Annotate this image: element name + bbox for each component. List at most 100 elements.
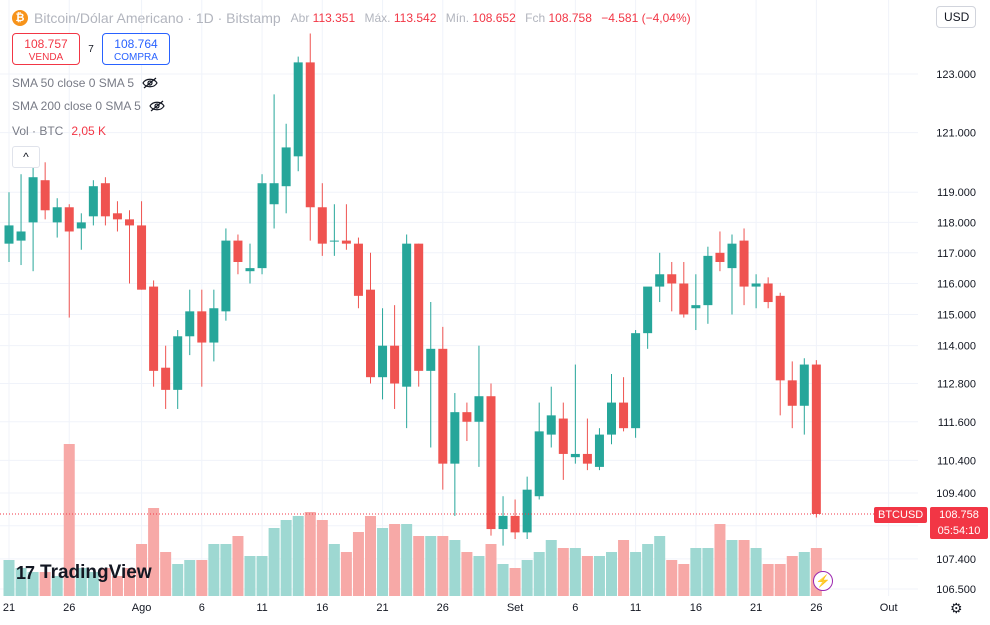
- candle-body: [607, 402, 616, 435]
- candle-body: [510, 515, 520, 533]
- volume-bar: [39, 572, 51, 596]
- y-tick-label: 116.000: [937, 278, 976, 290]
- volume-bar: [449, 540, 461, 596]
- candle-body: [811, 364, 821, 514]
- eye-off-icon[interactable]: [149, 100, 165, 112]
- buy-label: COMPRA: [114, 52, 158, 63]
- candle-body: [522, 489, 532, 533]
- change-value: −4.581 (−4,04%): [601, 11, 691, 25]
- volume-bar: [545, 540, 557, 596]
- sell-button[interactable]: 108.757 VENDA: [12, 33, 80, 65]
- x-tick-label: Ago: [132, 602, 152, 614]
- volume-bar: [762, 564, 774, 596]
- candle-body: [329, 240, 339, 242]
- volume-bar: [328, 544, 340, 596]
- candle-body: [378, 345, 388, 378]
- volume-bar: [521, 560, 533, 596]
- candle-body: [631, 333, 641, 429]
- eye-off-icon[interactable]: [142, 77, 158, 89]
- bolt-icon[interactable]: ⚡: [813, 571, 833, 591]
- y-tick-label: 106.500: [936, 584, 976, 596]
- volume-bar: [425, 536, 437, 596]
- candle-body: [679, 283, 689, 315]
- candle-body: [149, 286, 159, 371]
- candle-body: [498, 515, 508, 530]
- volume-bar: [340, 552, 352, 596]
- volume-bar: [437, 536, 449, 596]
- y-tick-label: 109.400: [936, 488, 976, 500]
- close-label: Fch: [525, 11, 546, 25]
- volume-bar: [413, 536, 425, 596]
- volume-bar: [377, 528, 389, 596]
- currency-select[interactable]: USD: [936, 6, 976, 28]
- candle-body: [775, 295, 785, 381]
- candle-body: [619, 402, 629, 429]
- bar-countdown: 05:54:10: [937, 525, 981, 537]
- indicator-sma200[interactable]: SMA 200 close 0 SMA 5: [12, 99, 165, 113]
- last-price-label: 108.758 05:54:10: [930, 507, 988, 539]
- volume-bar: [232, 536, 244, 596]
- ohlc-readout: Abr 113.351 Máx. 113.542 Mín. 108.652 Fc…: [291, 11, 697, 25]
- trade-buttons: 108.757 VENDA 7 108.764 COMPRA: [12, 33, 170, 65]
- candle-body: [173, 336, 183, 390]
- volume-bar: [63, 444, 75, 596]
- candle-body: [209, 308, 219, 343]
- candle-body: [643, 286, 653, 334]
- volume-bar: [738, 540, 750, 596]
- volume-bar: [786, 556, 798, 596]
- y-tick-label: 121.000: [936, 128, 976, 140]
- collapse-legend-button[interactable]: ^: [12, 146, 40, 168]
- indicator-sma200-label: SMA 200 close 0 SMA 5: [12, 99, 141, 113]
- buy-price: 108.764: [114, 37, 158, 51]
- candle-body: [125, 219, 134, 226]
- volume-bar: [485, 544, 497, 596]
- candle-body: [341, 240, 351, 244]
- volume-bar: [654, 536, 666, 596]
- indicator-volume[interactable]: Vol · BTC 2,05 K: [12, 124, 106, 138]
- candle-body: [40, 180, 50, 211]
- volume-bar: [702, 548, 714, 596]
- candle-body: [112, 213, 122, 220]
- candle-body: [739, 240, 749, 287]
- volume-bar: [75, 568, 87, 596]
- x-tick-label: 21: [750, 602, 762, 614]
- candle-body: [245, 268, 255, 272]
- last-price-value: 108.758: [939, 509, 979, 521]
- candle-body: [233, 240, 243, 262]
- volume-bar: [244, 556, 256, 596]
- candle-body: [570, 453, 580, 458]
- volume-bar: [136, 544, 148, 596]
- candle-body: [366, 289, 375, 378]
- x-tick-label: Out: [880, 602, 898, 614]
- settings-gear-icon[interactable]: ⚙: [950, 600, 963, 616]
- y-tick-label: 119.000: [937, 187, 976, 199]
- candle-body: [197, 311, 207, 343]
- volume-bar: [557, 548, 569, 596]
- y-tick-label: 114.000: [937, 341, 976, 353]
- candle-body: [763, 283, 773, 303]
- indicator-sma50-label: SMA 50 close 0 SMA 5: [12, 76, 135, 90]
- volume-bar: [124, 568, 135, 596]
- candle-body: [534, 431, 544, 497]
- symbol-title[interactable]: Bitcoin/Dólar Americano · 1D · Bitstamp: [34, 10, 281, 26]
- x-tick-label: 26: [437, 602, 449, 614]
- candle-body: [390, 345, 400, 384]
- volume-bar: [111, 576, 123, 596]
- candle-body: [4, 225, 14, 244]
- volume-value: 2,05 K: [71, 124, 107, 138]
- candle-body: [88, 186, 98, 217]
- x-tick-label: 11: [256, 602, 267, 614]
- volume-bar: [666, 560, 678, 596]
- high-label: Máx.: [364, 11, 391, 25]
- buy-button[interactable]: 108.764 COMPRA: [102, 33, 170, 65]
- candle-body: [546, 415, 556, 435]
- volume-bar: [581, 556, 593, 596]
- candle-body: [703, 255, 713, 306]
- indicator-sma50[interactable]: SMA 50 close 0 SMA 5: [12, 76, 158, 90]
- close-value: 108.758: [548, 11, 592, 25]
- x-tick-label: 11: [630, 602, 641, 614]
- x-tick-label: 16: [316, 602, 328, 614]
- volume-bar: [509, 568, 521, 596]
- volume-bar: [401, 524, 413, 596]
